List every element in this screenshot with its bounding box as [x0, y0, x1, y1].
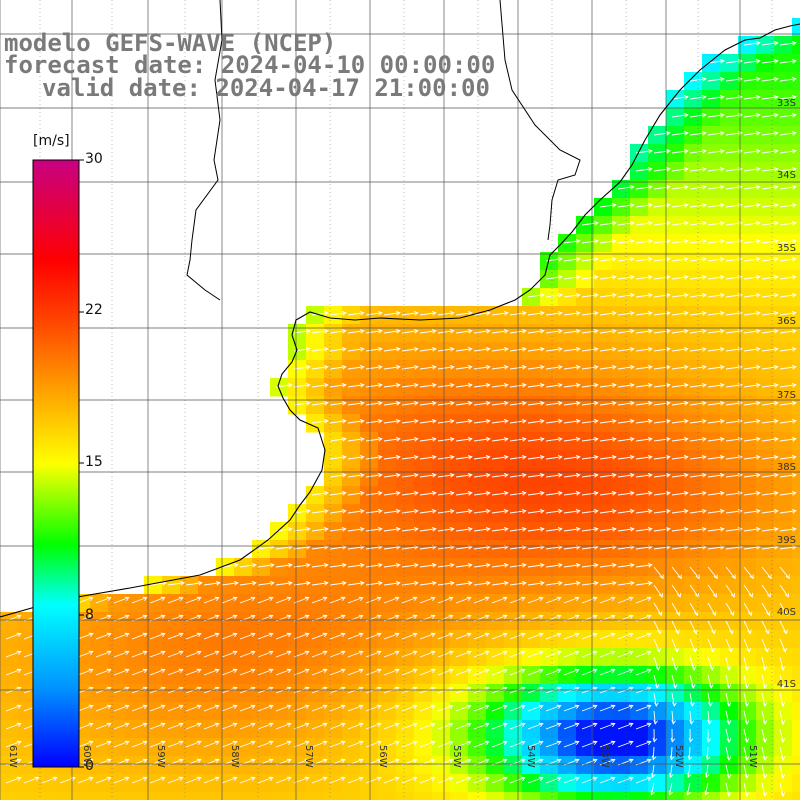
lat-label: 38S	[776, 462, 796, 473]
lon-label: 54W	[525, 745, 536, 768]
lat-label: 41S	[776, 679, 796, 690]
lat-label: 39S	[776, 535, 796, 546]
colorbar-unit: [m/s]	[33, 133, 70, 149]
wind-direction-arrows	[5, 41, 797, 797]
colorbar	[32, 159, 84, 768]
coastline	[0, 0, 800, 618]
lat-label: 33S	[776, 98, 796, 109]
lon-label: 61W	[7, 745, 18, 768]
lon-label: 57W	[303, 745, 314, 768]
lon-label: 51W	[747, 745, 758, 768]
forecast-date: forecast date: 2024-04-10 00:00:00	[4, 51, 496, 79]
colorbar-tick-15: 15	[85, 454, 103, 470]
lon-label: 52W	[673, 745, 684, 768]
colorbar-tick-0: 0	[85, 758, 94, 774]
lat-label: 35S	[776, 243, 796, 254]
lat-label: 37S	[776, 390, 796, 401]
lat-label: 36S	[776, 316, 796, 327]
lon-label: 53W	[599, 745, 610, 768]
lon-label: 60W	[81, 745, 92, 768]
lat-label: 40S	[776, 607, 796, 618]
lon-label: 59W	[155, 745, 166, 768]
colorbar-tick-22: 22	[85, 302, 103, 318]
lat-label: 34S	[776, 170, 796, 181]
valid-date: valid date: 2024-04-17 21:00:00	[42, 74, 490, 102]
lon-label: 58W	[229, 745, 240, 768]
colorbar-tick-30: 30	[85, 151, 103, 167]
model-title: modelo GEFS-WAVE (NCEP)	[4, 29, 337, 57]
lon-label: 55W	[451, 745, 462, 768]
lon-label: 56W	[377, 745, 388, 768]
colorbar-tick-8: 8	[85, 607, 94, 623]
wind-speed-field	[0, 18, 800, 800]
